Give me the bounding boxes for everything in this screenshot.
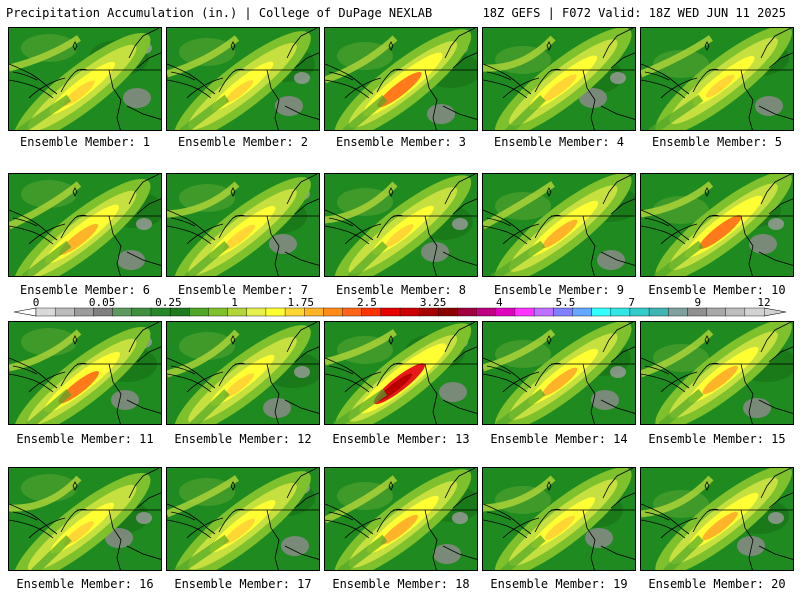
colorbar-swatch [648,307,669,317]
colorbar-right-arrow [763,307,787,317]
colorbar-swatch [687,307,708,317]
ensemble-panel-4 [482,27,636,131]
ensemble-panel-18 [324,467,478,571]
colorbar-swatch [476,307,497,317]
ensemble-panel-1 [8,27,162,131]
colorbar-swatch [514,307,535,317]
colorbar-tick-label: 7 [628,296,635,309]
colorbar-tick-label: 1 [231,296,238,309]
ensemble-panel-14 [482,321,636,425]
colorbar-swatch [150,307,171,317]
ensemble-panel-8 [324,173,478,277]
colorbar-swatch [74,307,95,317]
ensemble-panel-16 [8,467,162,571]
ensemble-label-5: Ensemble Member: 5 [651,135,783,149]
colorbar-tick-label: 9 [695,296,702,309]
ensemble-panel-2 [166,27,320,131]
colorbar-swatch [208,307,229,317]
colorbar-swatch [284,307,305,317]
ensemble-label-6: Ensemble Member: 6 [19,283,151,297]
colorbar-swatch [112,307,133,317]
ensemble-label-14: Ensemble Member: 14 [490,432,628,446]
ensemble-label-20: Ensemble Member: 20 [648,577,786,591]
model-valid-time: 18Z GEFS | F072 Valid: 18Z WED JUN 11 20… [482,6,786,20]
ensemble-label-11: Ensemble Member: 11 [16,432,154,446]
colorbar-swatch [610,307,631,317]
colorbar-swatch [629,307,650,317]
colorbar-tick-label: 0 [33,296,40,309]
ensemble-label-13: Ensemble Member: 13 [332,432,470,446]
colorbar-left-arrow [13,307,37,317]
colorbar-swatch [591,307,612,317]
ensemble-panel-17 [166,467,320,571]
ensemble-label-12: Ensemble Member: 12 [174,432,312,446]
colorbar-swatch [35,307,56,317]
ensemble-panel-12 [166,321,320,425]
ensemble-label-4: Ensemble Member: 4 [493,135,625,149]
colorbar-swatch [246,307,267,317]
ensemble-label-19: Ensemble Member: 19 [490,577,628,591]
colorbar-swatch [553,307,574,317]
colorbar-swatch [265,307,286,317]
colorbar-swatch [438,307,459,317]
ensemble-panel-20 [640,467,794,571]
ensemble-panel-10 [640,173,794,277]
colorbar-swatch [572,307,593,317]
colorbar-tick-label: 0.05 [89,296,116,309]
colorbar-tick-label: 5.5 [556,296,576,309]
ensemble-label-16: Ensemble Member: 16 [16,577,154,591]
colorbar-tick-label: 3.25 [420,296,447,309]
colorbar-swatch [131,307,152,317]
ensemble-label-9: Ensemble Member: 9 [493,283,625,297]
colorbar-swatch [706,307,727,317]
colorbar-swatch [744,307,765,317]
colorbar-swatch [457,307,478,317]
ensemble-label-18: Ensemble Member: 18 [332,577,470,591]
ensemble-label-1: Ensemble Member: 1 [19,135,151,149]
colorbar-swatch [227,307,248,317]
colorbar-tick-label: 1.75 [287,296,314,309]
colorbar-swatch [399,307,420,317]
colorbar-swatch [189,307,210,317]
colorbar-swatch [342,307,363,317]
ensemble-panel-5 [640,27,794,131]
map-title: Precipitation Accumulation (in.) | Colle… [6,6,433,20]
colorbar-swatch [725,307,746,317]
colorbar-swatch [380,307,401,317]
ensemble-panel-11 [8,321,162,425]
colorbar-swatch [361,307,382,317]
colorbar-swatch [323,307,344,317]
ensemble-panel-19 [482,467,636,571]
colorbar-swatch [495,307,516,317]
ensemble-label-10: Ensemble Member: 10 [648,283,786,297]
ensemble-label-2: Ensemble Member: 2 [177,135,309,149]
colorbar-swatch [418,307,440,317]
ensemble-label-8: Ensemble Member: 8 [335,283,467,297]
ensemble-panel-3 [324,27,478,131]
ensemble-panel-6 [8,173,162,277]
colorbar-tick-label: 4 [496,296,503,309]
ensemble-label-7: Ensemble Member: 7 [177,283,309,297]
colorbar-swatch [533,307,554,317]
ensemble-panel-9 [482,173,636,277]
ensemble-label-3: Ensemble Member: 3 [335,135,467,149]
ensemble-label-15: Ensemble Member: 15 [648,432,786,446]
colorbar-tick-label: 0.25 [155,296,182,309]
colorbar-tick-label: 12 [757,296,770,309]
colorbar-swatch [93,307,114,317]
colorbar-tick-label: 2.5 [357,296,377,309]
ensemble-panel-7 [166,173,320,277]
ensemble-panel-13 [324,321,478,425]
ensemble-panel-15 [640,321,794,425]
ensemble-label-17: Ensemble Member: 17 [174,577,312,591]
colorbar-swatch [304,307,325,317]
colorbar-swatch [169,307,190,317]
colorbar-swatch [54,307,76,317]
colorbar-swatch [668,307,689,317]
precip-colorbar: 0 0.05 0.25 1 1.75 2.5 3.25 4 5.5 7 9 12 [0,295,800,321]
